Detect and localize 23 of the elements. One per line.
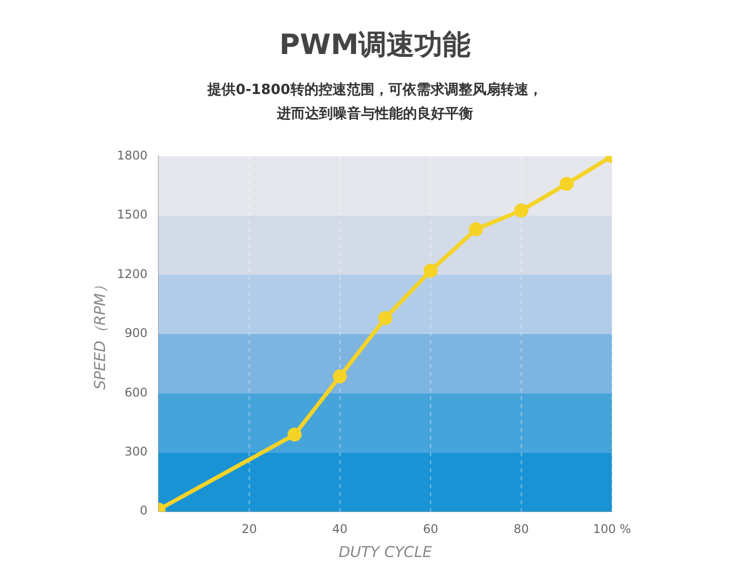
y-tick-label: 900: [124, 326, 148, 340]
point: [288, 428, 302, 442]
x-tick-label: 40: [332, 522, 348, 536]
point: [378, 311, 392, 326]
point: [514, 203, 528, 218]
y-tick-label: 1200: [116, 266, 148, 281]
x-axis-title: DUTY CYCLE: [338, 542, 432, 561]
y-axis-title: SPEED（RPM）: [90, 278, 109, 390]
y-tick-label: 300: [124, 444, 148, 458]
point: [560, 176, 574, 191]
point: [468, 222, 483, 236]
y-tick-label: 1800: [116, 148, 148, 162]
point: [332, 369, 347, 384]
y-tick-label: 0: [140, 504, 148, 518]
x-tick-label: 80: [514, 522, 529, 536]
chart-title: PWM调速功能: [278, 27, 472, 63]
x-tick-label: 20: [242, 522, 257, 536]
chart-subtitle: 提供0-1800转的控速范围，可依需求调整风扇转速，进而达到噪音与性能的良好平衡: [206, 80, 544, 124]
x-tick-label: 100 %: [592, 522, 632, 536]
x-tick-label: 60: [422, 522, 438, 536]
point: [424, 264, 438, 278]
y-tick-label: 600: [124, 385, 148, 400]
y-tick-label: 1500: [116, 208, 148, 222]
